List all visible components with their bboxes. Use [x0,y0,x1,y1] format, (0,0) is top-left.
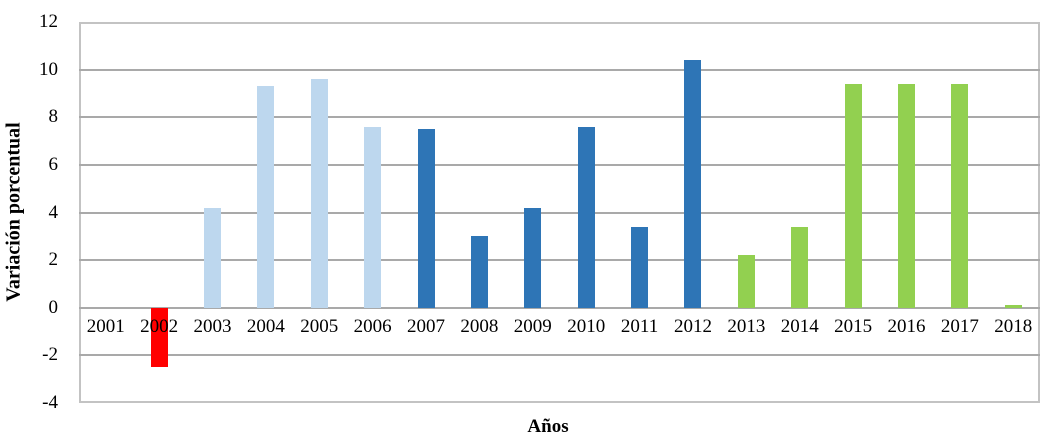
x-tick-label: 2015 [834,315,873,337]
x-tick-label: 2009 [513,315,552,337]
y-tick-label: 12 [39,11,58,32]
bar-2008 [470,236,488,308]
x-tick-label: 2017 [940,315,979,337]
gridline [79,211,1040,214]
x-tick-label: 2014 [780,315,819,337]
x-tick-label: 2001 [86,315,125,337]
y-tick-label: 8 [48,106,59,128]
x-tick-label: 2016 [887,315,926,337]
x-tick-label: 2003 [193,315,232,337]
x-tick-label: 2006 [353,315,392,337]
bar-2013 [737,255,755,308]
bar-2006 [364,126,382,308]
x-tick-label: 2013 [727,315,766,337]
y-tick-label: 6 [48,153,59,175]
x-tick-label: 2005 [300,315,339,337]
bar-2014 [791,226,809,308]
x-tick-label: 2008 [460,315,499,337]
y-tick-label: -2 [42,344,58,366]
bar-2018 [1004,305,1022,308]
x-tick-label: 2012 [673,315,712,337]
gridline [79,163,1040,166]
gridline [79,354,1040,357]
bar-2015 [844,83,862,308]
y-tick-label: 2 [48,249,59,271]
bar-2016 [898,83,916,308]
bar-2017 [951,83,969,308]
bar-2010 [577,126,595,308]
x-tick-label: 2010 [567,315,606,337]
gridline [79,306,1040,309]
y-tick-label: 0 [48,296,59,318]
x-tick-label: 2011 [620,315,659,337]
gridline [79,259,1040,262]
y-tick-label: -4 [42,392,58,413]
x-tick-label: 2002 [140,315,179,337]
bar-2002 [150,307,168,368]
bar-2009 [524,207,542,308]
gridline [79,68,1040,71]
bar-2005 [310,79,328,308]
x-tick-label: 2018 [994,315,1033,337]
x-tick-label: 2007 [407,315,446,337]
bar-2007 [417,129,435,308]
x-axis-title: Años [527,416,569,437]
gridline [79,116,1040,119]
y-tick-label: 4 [48,201,59,223]
bar-2004 [257,86,275,308]
x-tick-label: 2004 [246,315,285,337]
bar-2011 [631,226,649,308]
bar-2012 [684,60,702,308]
y-tick-label: 10 [39,58,58,80]
bar-2003 [203,207,221,308]
